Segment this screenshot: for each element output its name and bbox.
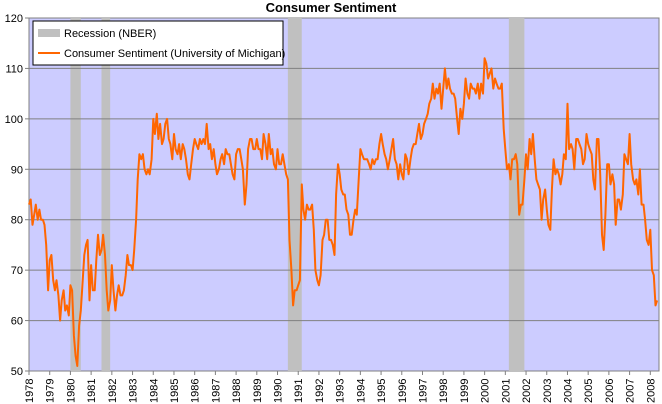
y-tick-label-120: 120 [5, 13, 23, 25]
y-tick-label-100: 100 [5, 114, 23, 126]
x-tick-label-1987: 1987 [210, 379, 222, 403]
x-tick-label-1997: 1997 [417, 379, 429, 403]
x-tick-label-1983: 1983 [128, 379, 140, 403]
recession-band-2 [101, 18, 111, 371]
x-tick-label-1979: 1979 [45, 379, 57, 403]
x-tick-label-2006: 2006 [604, 379, 616, 403]
legend-label-recession: Recession (NBER) [64, 28, 156, 40]
recession-band-4 [508, 18, 525, 371]
x-tick-label-1996: 1996 [397, 379, 409, 403]
x-tick-label-2001: 2001 [500, 379, 512, 403]
axes: 50 60 70 80 90 100 110 120 1978 1979 1980 1981 1982 1… [5, 13, 658, 403]
x-tick-label-2007: 2007 [625, 379, 637, 403]
x-tick-label-1982: 1982 [107, 379, 119, 403]
x-tick-label-1986: 1986 [190, 379, 202, 403]
x-tick-label-2008: 2008 [645, 379, 657, 403]
x-tick-label-1993: 1993 [335, 379, 347, 403]
x-tick-label-2005: 2005 [583, 379, 595, 403]
consumer-sentiment-line [28, 57, 659, 367]
y-tick-label-110: 110 [5, 63, 23, 75]
recession-band-3 [287, 18, 302, 371]
x-tick-label-1988: 1988 [231, 379, 243, 403]
legend-label-sentiment: Consumer Sentiment (University of Michig… [64, 48, 285, 60]
y-tick-label-90: 90 [11, 164, 23, 176]
y-tick-label-60: 60 [11, 316, 23, 328]
x-tick-label-1981: 1981 [86, 379, 98, 403]
x-tick-label-1994: 1994 [355, 379, 367, 403]
chart-title: Consumer Sentiment [266, 0, 397, 15]
x-tick-label-1995: 1995 [376, 379, 388, 403]
x-tick-label-2003: 2003 [542, 379, 554, 403]
legend: Recession (NBER) Consumer Sentiment (Uni… [32, 20, 285, 66]
x-tick-label-1999: 1999 [459, 379, 471, 403]
x-tick-label-1992: 1992 [314, 379, 326, 403]
legend-swatch-recession [38, 29, 60, 37]
x-tick-label-1998: 1998 [438, 379, 450, 403]
y-tick-label-70: 70 [11, 265, 23, 277]
recession-band-1 [70, 18, 81, 371]
x-tick-label-1990: 1990 [273, 379, 285, 403]
x-tick-label-2004: 2004 [562, 379, 574, 403]
x-tick-label-1984: 1984 [148, 379, 160, 403]
x-tick-label-2000: 2000 [480, 379, 492, 403]
x-tick-label-1991: 1991 [293, 379, 305, 403]
series-layer [28, 57, 659, 367]
x-tick-label-1989: 1989 [252, 379, 264, 403]
gridlines [29, 67, 659, 322]
y-tick-label-50: 50 [11, 366, 23, 378]
legend-box [32, 20, 284, 66]
x-tick-label-2002: 2002 [521, 379, 533, 403]
x-tick-label-1980: 1980 [65, 379, 77, 403]
y-tick-label-80: 80 [11, 215, 23, 227]
x-tick-label-1978: 1978 [24, 379, 36, 403]
x-tick-label-1985: 1985 [169, 379, 181, 403]
